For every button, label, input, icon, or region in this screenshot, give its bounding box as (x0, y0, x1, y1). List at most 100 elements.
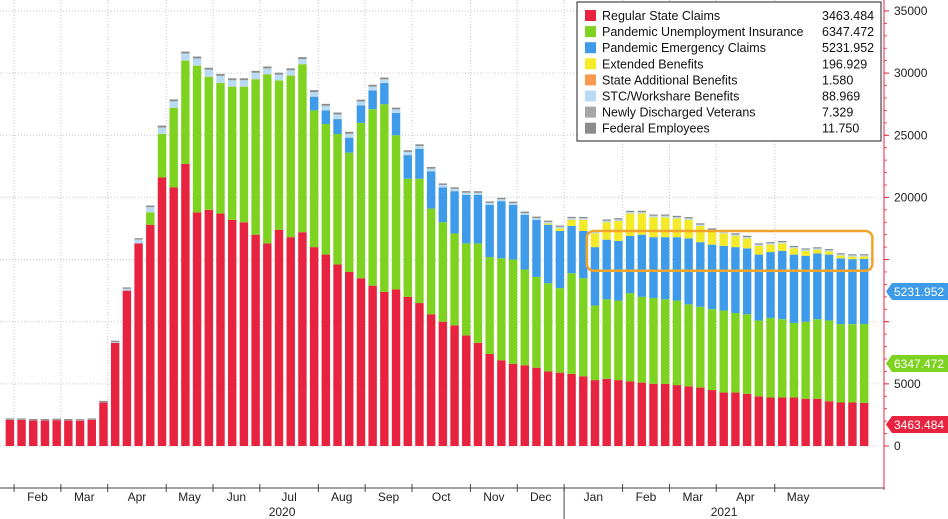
x-axis: Feb Mar Apr May Jun Jul Aug Sep Oct Nov Dec Jan Feb M… (0, 484, 884, 519)
bar-stack (696, 223, 705, 446)
bar-segment-fed (17, 418, 26, 420)
bar-stack (368, 84, 377, 446)
bar-segment-regular (380, 291, 389, 446)
bar-segment-pua (543, 283, 553, 372)
bar-segment-eb (801, 250, 810, 256)
bar-segment-fed (87, 418, 96, 420)
bar-stack (462, 191, 471, 446)
bar-stack (321, 103, 331, 446)
bar-segment-pec (637, 234, 647, 297)
bar-segment-regular (263, 243, 272, 446)
bar-segment-stc (227, 80, 237, 87)
bar-segment-fed (789, 245, 799, 248)
bar-segment-pua (403, 178, 412, 297)
bar-segment-fed (696, 223, 705, 225)
bar-segment-eb (579, 219, 588, 231)
bar-segment-pua (415, 178, 424, 304)
bar-segment-fed (836, 253, 845, 255)
bar-segment-eb (660, 217, 670, 238)
bar-stack (99, 400, 108, 446)
bar-segment-stc (110, 342, 120, 343)
bar-stack (672, 215, 682, 446)
bar-segment-stc (684, 218, 693, 220)
bar-segment-regular (696, 387, 705, 446)
y-tick-label: 30000 (894, 66, 928, 80)
bar-stack (789, 245, 799, 446)
x-year-label: 2020 (269, 505, 296, 519)
bar-segment-eb (848, 256, 857, 260)
bar-segment-stc (848, 255, 857, 257)
bar-segment-regular (684, 386, 693, 446)
bar-segment-eb (649, 217, 658, 238)
bar-segment-stc (321, 105, 331, 111)
bar-segment-fed (415, 144, 424, 146)
legend-box (576, 1, 882, 142)
bar-segment-stc (485, 202, 494, 205)
bar-segment-stc (590, 232, 600, 234)
end-tag-pec: 5231.952 (886, 283, 948, 301)
bar-stack (742, 235, 752, 446)
bar-segment-regular (426, 314, 436, 446)
bar-segment-stc (426, 168, 436, 172)
bar-stack (684, 217, 693, 446)
legend-value: 3463.484 (822, 9, 874, 23)
bar-segment-fed (227, 78, 237, 81)
bar-segment-regular (181, 163, 190, 447)
bar-segment-fed (742, 235, 752, 238)
bar-segment-eb (590, 233, 600, 248)
bar-segment-regular (473, 342, 483, 446)
bar-segment-eb (684, 219, 693, 239)
bar-segment-fed (403, 150, 412, 152)
bar-segment-fed (309, 90, 319, 93)
bar-segment-regular (415, 303, 424, 446)
bar-stack (766, 242, 775, 446)
bar-segment-fed (778, 240, 787, 243)
bar-segment-pua (672, 300, 682, 386)
legend-swatch (585, 90, 596, 102)
bar-stack (227, 78, 237, 446)
bar-stack (403, 150, 412, 446)
bar-segment-fed (859, 254, 869, 256)
bar-segment-stc (251, 72, 260, 80)
bar-segment-pec (801, 255, 810, 322)
bar-segment-pua (462, 243, 471, 336)
legend-value: 5231.952 (822, 41, 874, 55)
bar-segment-stc (649, 215, 658, 218)
bar-segment-eb (555, 228, 565, 231)
bar-segment-pua (391, 135, 401, 290)
bar-stack (5, 418, 15, 446)
bar-segment-regular (122, 290, 132, 446)
bar-segment-pua (380, 104, 389, 292)
bar-segment-pec (438, 187, 448, 223)
bar-segment-pec (719, 245, 728, 311)
legend-name: Newly Discharged Veterans (602, 106, 756, 120)
bar-segment-pec (567, 225, 576, 274)
end-tag-shape (886, 415, 948, 433)
bar-segment-fed (321, 103, 331, 106)
bar-stack (274, 72, 284, 446)
y-tick-label: 20000 (894, 190, 928, 204)
bar-stack (579, 216, 588, 446)
bar-segment-regular (274, 229, 284, 446)
bar-stack (590, 230, 600, 446)
bar-segment-stc (778, 242, 787, 244)
bar-segment-fed (602, 219, 611, 221)
bar-segment-eb (824, 251, 834, 255)
bar-segment-pua (251, 79, 260, 235)
y-tick-label: 5000 (894, 377, 921, 391)
bar-segment-pua (356, 122, 366, 279)
bar-segment-stc (380, 79, 389, 83)
bar-stack (157, 125, 167, 446)
bar-segment-pua (146, 212, 155, 225)
bar-segment-regular (637, 382, 647, 446)
bar-segment-pua (696, 306, 705, 388)
bar-segment-pua (590, 305, 600, 381)
bar-segment-stc (462, 192, 471, 195)
y-tick-label: 0 (894, 439, 901, 453)
bar-segment-regular (590, 380, 600, 446)
bar-segment-pua (567, 273, 576, 374)
legend-entry: Federal Employees 11.750 (585, 122, 859, 136)
bar-segment-fed (462, 191, 471, 193)
bar-segment-regular (579, 376, 588, 446)
bar-segment-pua (532, 276, 541, 368)
